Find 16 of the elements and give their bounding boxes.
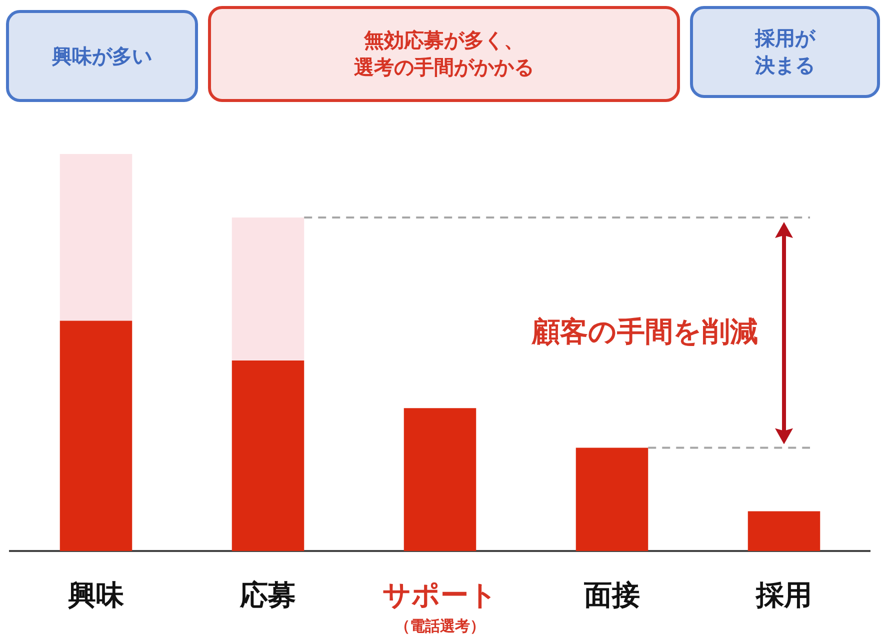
bar — [748, 511, 820, 551]
text: 興味が多い — [52, 42, 152, 70]
bar — [232, 360, 304, 551]
x-tick-label: 面接 — [583, 578, 640, 612]
x-tick-label: サポート（電話選考） — [382, 578, 498, 635]
bar — [404, 408, 476, 551]
x-tick-label: 興味 — [67, 578, 125, 612]
bar — [232, 218, 304, 360]
x-tick-label: 応募 — [239, 578, 296, 612]
bar — [60, 320, 132, 551]
text: 採用が決まる — [754, 25, 816, 79]
text: 無効応募が多く、選考の手間がかかる — [354, 27, 534, 81]
bar — [576, 448, 648, 551]
bar — [60, 154, 132, 321]
annotation: 顧客の手間を削減 — [532, 314, 758, 350]
x-tick-label: 採用 — [755, 578, 812, 612]
